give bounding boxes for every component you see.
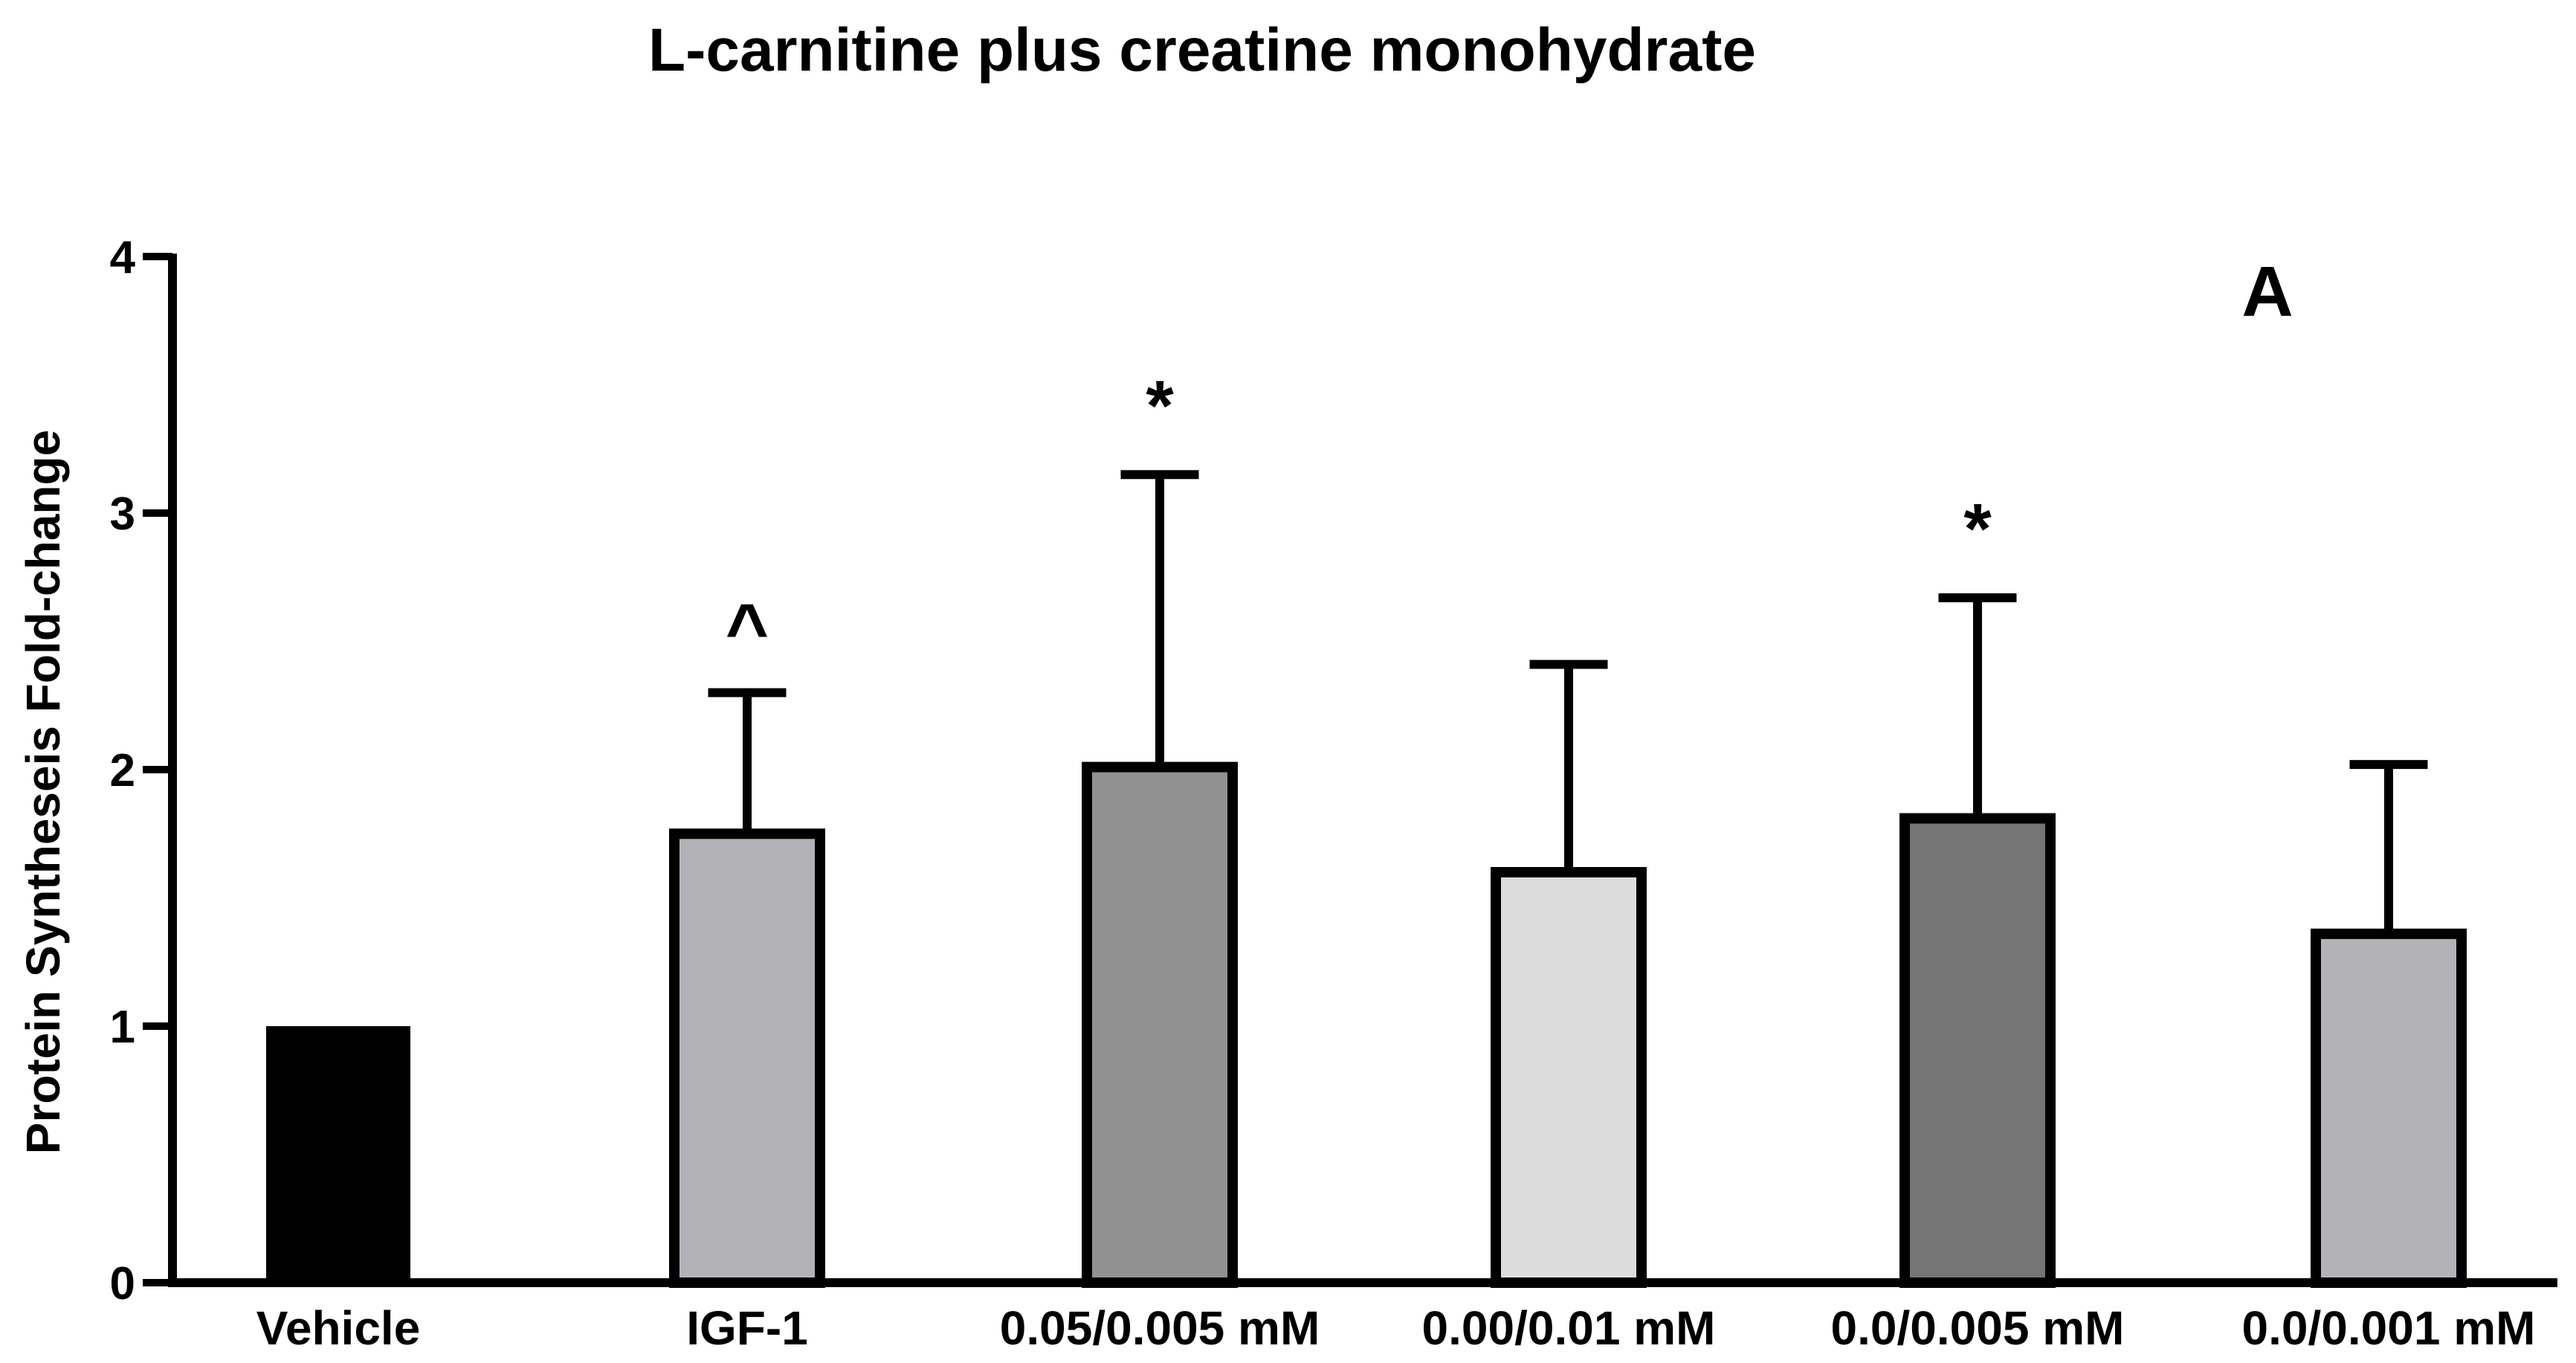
bar (669, 828, 825, 1288)
bar (1491, 867, 1647, 1288)
significance-marker: * (1963, 489, 1992, 569)
y-axis-label: Protein Syntheseis Fold-change (16, 430, 70, 1154)
y-tick-label: 0 (110, 1258, 135, 1309)
plot-area: 0 1 2 3 4 Vehicle ^ IGF-1 * 0.05/0.005 mM 0.00/0.0… (110, 232, 2557, 1355)
significance-marker: ^ (726, 589, 769, 672)
y-tick-label: 1 (110, 1002, 135, 1053)
panel-label: A (2241, 252, 2293, 332)
x-tick-label: 0.00/0.01 mM (1422, 1301, 1716, 1355)
x-tick-label: IGF-1 (686, 1301, 808, 1355)
y-tick-label: 2 (110, 745, 135, 796)
bar (266, 1026, 410, 1283)
x-tick-label: 0.0/0.005 mM (1831, 1301, 2125, 1355)
x-tick-label: Vehicle (256, 1301, 421, 1355)
significance-marker: * (1146, 366, 1174, 445)
x-tick-label: 0.05/0.005 mM (1000, 1301, 1320, 1355)
y-tick-label: 3 (110, 489, 135, 540)
bar (1899, 813, 2056, 1289)
x-tick-label: 0.0/0.001 mM (2242, 1301, 2536, 1355)
chart-title: L-carnitine plus creatine monohydrate (648, 16, 1756, 84)
bar (2311, 928, 2467, 1289)
bar (1082, 761, 1238, 1289)
y-tick-label: 4 (110, 232, 136, 283)
